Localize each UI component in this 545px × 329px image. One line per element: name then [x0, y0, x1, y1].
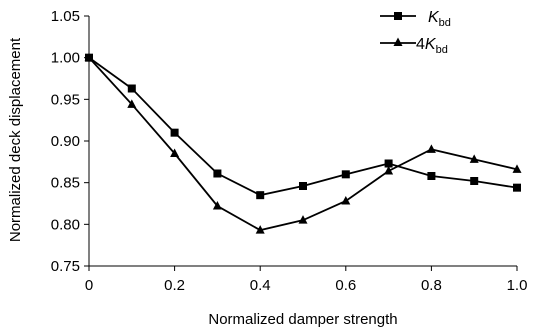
data-point-square [427, 172, 436, 180]
series-line-1 [88, 56, 518, 197]
legend-series-1-sub: bd [439, 17, 451, 29]
data-point-triangle [469, 154, 479, 163]
y-tick-label: 1.05 [51, 8, 80, 25]
x-axis-ticks: 0 0.2 0.4 0.6 0.8 1.0 [85, 266, 528, 294]
data-point-square [299, 182, 307, 190]
data-point-square [170, 128, 179, 137]
legend-marker-triangle [393, 37, 403, 46]
x-tick-label: 0.4 [250, 277, 271, 294]
y-axis-title: Normalized deck displacement [7, 37, 24, 242]
data-point-square [470, 177, 479, 185]
legend-label-series-2: 4Kbd [416, 36, 448, 56]
legend-marker-square [394, 12, 402, 20]
legend-series-2-main: K [425, 36, 437, 53]
y-tick-label: 0.90 [51, 133, 80, 150]
data-point-square [256, 191, 265, 200]
data-point-square [384, 159, 393, 168]
y-tick-label: 0.85 [51, 175, 80, 192]
y-tick-label: 0.75 [51, 258, 80, 275]
x-tick-label: 0.8 [421, 277, 442, 294]
data-point-triangle [127, 99, 137, 108]
data-point-triangle [298, 215, 308, 224]
legend-label-series-1: Kbd [428, 9, 451, 29]
x-tick-label: 0.2 [164, 277, 185, 294]
y-tick-label: 0.80 [51, 216, 80, 233]
legend: Kbd 4Kbd [380, 9, 451, 56]
data-point-triangle [426, 144, 436, 153]
legend-series-2-sub: bd [436, 44, 448, 56]
series-line-2 [88, 57, 518, 232]
y-tick-label: 1.00 [51, 50, 80, 67]
data-point-square [341, 170, 350, 179]
data-point-triangle [170, 148, 180, 157]
data-point-square [213, 169, 222, 178]
data-point-triangle [341, 196, 351, 205]
data-point-triangle [212, 201, 222, 210]
data-point-triangle [384, 166, 394, 175]
x-tick-label: 0.6 [335, 277, 356, 294]
data-point-square [513, 183, 521, 192]
y-axis-ticks: 0.75 0.80 0.85 0.90 0.95 1.00 1.05 [51, 8, 89, 275]
x-tick-label: 1.0 [507, 277, 528, 294]
legend-entry-series-2: 4Kbd [380, 36, 448, 56]
data-point-triangle [512, 164, 522, 173]
data-point-triangle [84, 52, 94, 62]
x-tick-label: 0 [85, 277, 93, 294]
legend-entry-series-1: Kbd [380, 9, 451, 29]
legend-series-1-main: K [428, 9, 440, 26]
axes [88, 16, 517, 267]
legend-series-2-prefix: 4 [416, 36, 425, 53]
y-tick-label: 0.95 [51, 91, 80, 108]
data-point-square [127, 84, 136, 93]
data-point-triangle [255, 225, 265, 234]
x-axis-title: Normalized damper strength [208, 311, 397, 328]
series-layer [84, 52, 522, 234]
